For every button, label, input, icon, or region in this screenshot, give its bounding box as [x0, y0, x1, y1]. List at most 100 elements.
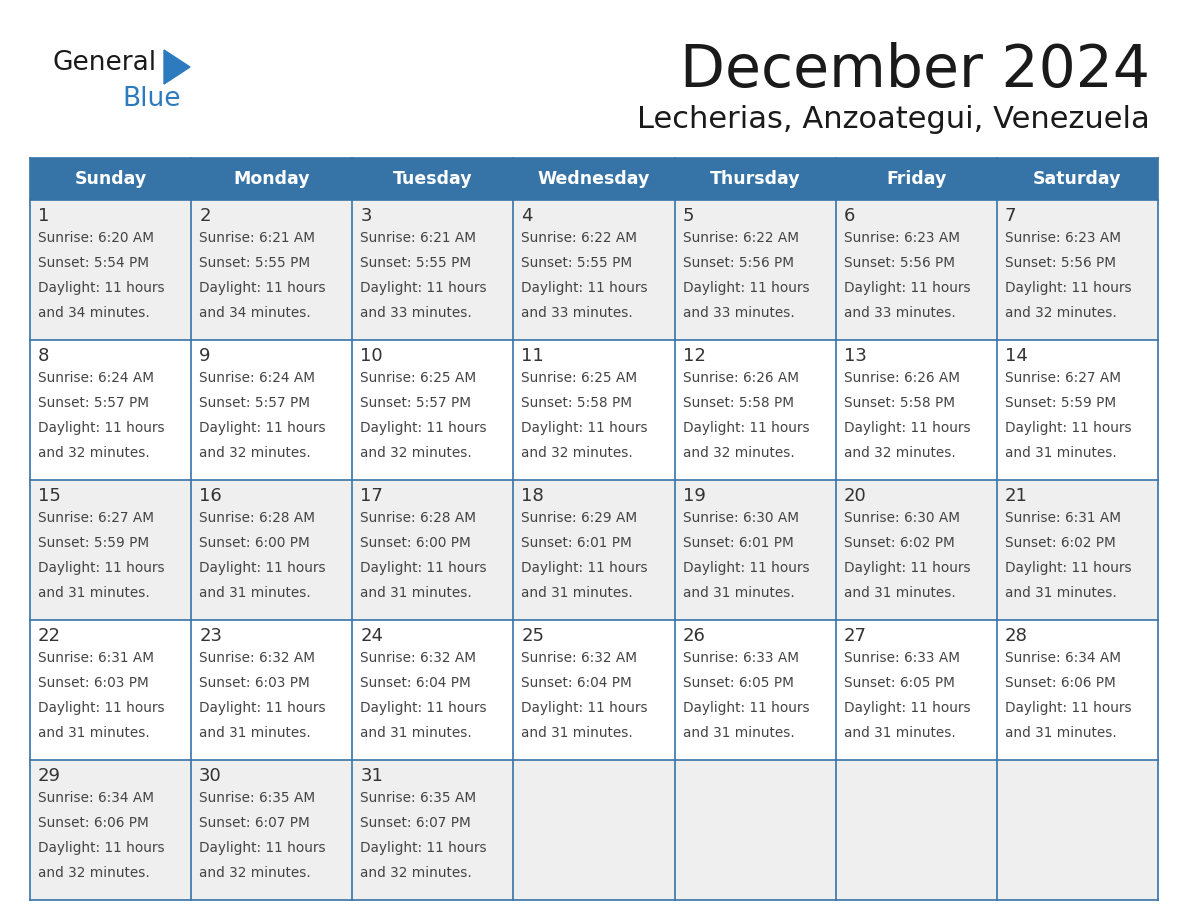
Text: Sunset: 6:04 PM: Sunset: 6:04 PM [522, 676, 632, 690]
Bar [675, 620, 835, 760]
Text: Sunset: 6:00 PM: Sunset: 6:00 PM [360, 536, 470, 550]
Bar [30, 760, 191, 900]
Text: Sunset: 6:02 PM: Sunset: 6:02 PM [1005, 536, 1116, 550]
Bar [353, 158, 513, 200]
Text: 4: 4 [522, 207, 533, 225]
Bar [513, 158, 675, 200]
Text: Monday: Monday [233, 170, 310, 188]
Text: Sunset: 5:57 PM: Sunset: 5:57 PM [200, 396, 310, 410]
Bar [997, 760, 1158, 900]
Text: Daylight: 11 hours: Daylight: 11 hours [360, 281, 487, 295]
Bar [513, 760, 675, 900]
Text: Sunrise: 6:24 AM: Sunrise: 6:24 AM [200, 371, 315, 385]
Text: and 31 minutes.: and 31 minutes. [1005, 726, 1117, 740]
Text: Daylight: 11 hours: Daylight: 11 hours [683, 561, 809, 575]
Text: Sunrise: 6:23 AM: Sunrise: 6:23 AM [843, 231, 960, 245]
Text: 29: 29 [38, 767, 61, 785]
Text: 8: 8 [38, 347, 50, 365]
Text: Sunrise: 6:27 AM: Sunrise: 6:27 AM [1005, 371, 1120, 385]
Text: Sunset: 6:03 PM: Sunset: 6:03 PM [38, 676, 148, 690]
Text: Sunset: 6:05 PM: Sunset: 6:05 PM [683, 676, 794, 690]
Text: Sunset: 5:57 PM: Sunset: 5:57 PM [38, 396, 148, 410]
Bar [30, 340, 191, 480]
Bar [997, 620, 1158, 760]
Bar [191, 480, 353, 620]
Bar [353, 340, 513, 480]
Text: 6: 6 [843, 207, 855, 225]
Text: and 31 minutes.: and 31 minutes. [683, 586, 795, 600]
Text: 24: 24 [360, 627, 384, 645]
Text: and 31 minutes.: and 31 minutes. [843, 586, 955, 600]
Bar [191, 158, 353, 200]
Text: 2: 2 [200, 207, 210, 225]
Text: 21: 21 [1005, 487, 1028, 505]
Text: Daylight: 11 hours: Daylight: 11 hours [200, 421, 326, 435]
Text: and 32 minutes.: and 32 minutes. [683, 446, 795, 460]
Bar [513, 620, 675, 760]
Bar [30, 620, 191, 760]
Text: Daylight: 11 hours: Daylight: 11 hours [200, 701, 326, 715]
Text: 10: 10 [360, 347, 383, 365]
Text: Sunrise: 6:26 AM: Sunrise: 6:26 AM [683, 371, 798, 385]
Text: Sunset: 5:54 PM: Sunset: 5:54 PM [38, 256, 148, 270]
Text: 15: 15 [38, 487, 61, 505]
Bar [675, 200, 835, 340]
Text: Daylight: 11 hours: Daylight: 11 hours [683, 421, 809, 435]
Text: and 31 minutes.: and 31 minutes. [360, 586, 472, 600]
Text: and 32 minutes.: and 32 minutes. [360, 446, 472, 460]
Text: Daylight: 11 hours: Daylight: 11 hours [200, 281, 326, 295]
Text: Sunrise: 6:22 AM: Sunrise: 6:22 AM [522, 231, 638, 245]
Text: 30: 30 [200, 767, 222, 785]
Text: Sunrise: 6:28 AM: Sunrise: 6:28 AM [360, 511, 476, 525]
Text: 31: 31 [360, 767, 384, 785]
Text: Daylight: 11 hours: Daylight: 11 hours [522, 421, 647, 435]
Text: Sunrise: 6:34 AM: Sunrise: 6:34 AM [38, 791, 154, 805]
Text: Sunset: 6:06 PM: Sunset: 6:06 PM [1005, 676, 1116, 690]
Text: Sunset: 5:58 PM: Sunset: 5:58 PM [522, 396, 632, 410]
Text: Sunset: 5:58 PM: Sunset: 5:58 PM [683, 396, 794, 410]
Text: Sunset: 5:56 PM: Sunset: 5:56 PM [843, 256, 955, 270]
Text: and 31 minutes.: and 31 minutes. [38, 726, 150, 740]
Text: and 31 minutes.: and 31 minutes. [1005, 586, 1117, 600]
Bar [191, 620, 353, 760]
Text: Sunset: 6:01 PM: Sunset: 6:01 PM [522, 536, 632, 550]
Bar [353, 620, 513, 760]
Text: Sunrise: 6:24 AM: Sunrise: 6:24 AM [38, 371, 154, 385]
Bar [191, 340, 353, 480]
Text: and 31 minutes.: and 31 minutes. [522, 726, 633, 740]
Text: Daylight: 11 hours: Daylight: 11 hours [683, 701, 809, 715]
Text: and 33 minutes.: and 33 minutes. [360, 306, 472, 320]
Text: Sunrise: 6:32 AM: Sunrise: 6:32 AM [522, 651, 638, 665]
Bar [835, 480, 997, 620]
Text: 25: 25 [522, 627, 544, 645]
Text: and 31 minutes.: and 31 minutes. [1005, 446, 1117, 460]
Text: Daylight: 11 hours: Daylight: 11 hours [38, 421, 165, 435]
Text: and 33 minutes.: and 33 minutes. [522, 306, 633, 320]
Text: Sunrise: 6:32 AM: Sunrise: 6:32 AM [200, 651, 315, 665]
Text: Sunrise: 6:25 AM: Sunrise: 6:25 AM [360, 371, 476, 385]
Text: and 31 minutes.: and 31 minutes. [200, 586, 311, 600]
Text: and 32 minutes.: and 32 minutes. [38, 446, 150, 460]
Text: Daylight: 11 hours: Daylight: 11 hours [200, 561, 326, 575]
Text: 3: 3 [360, 207, 372, 225]
Text: Sunrise: 6:28 AM: Sunrise: 6:28 AM [200, 511, 315, 525]
Text: Sunrise: 6:26 AM: Sunrise: 6:26 AM [843, 371, 960, 385]
Text: Lecherias, Anzoategui, Venezuela: Lecherias, Anzoategui, Venezuela [637, 105, 1150, 134]
Text: Sunset: 6:00 PM: Sunset: 6:00 PM [200, 536, 310, 550]
Bar [30, 200, 191, 340]
Text: Thursday: Thursday [710, 170, 801, 188]
Text: Sunrise: 6:25 AM: Sunrise: 6:25 AM [522, 371, 638, 385]
Text: Sunrise: 6:21 AM: Sunrise: 6:21 AM [200, 231, 315, 245]
Text: and 32 minutes.: and 32 minutes. [200, 866, 311, 880]
Bar [835, 200, 997, 340]
Text: General: General [52, 50, 156, 76]
Text: Daylight: 11 hours: Daylight: 11 hours [38, 701, 165, 715]
Text: Sunrise: 6:22 AM: Sunrise: 6:22 AM [683, 231, 798, 245]
Text: Sunset: 5:57 PM: Sunset: 5:57 PM [360, 396, 472, 410]
Text: Daylight: 11 hours: Daylight: 11 hours [200, 841, 326, 855]
Text: Daylight: 11 hours: Daylight: 11 hours [843, 281, 971, 295]
Text: and 33 minutes.: and 33 minutes. [683, 306, 795, 320]
Text: 20: 20 [843, 487, 866, 505]
Text: Daylight: 11 hours: Daylight: 11 hours [38, 841, 165, 855]
Text: Sunrise: 6:35 AM: Sunrise: 6:35 AM [200, 791, 315, 805]
